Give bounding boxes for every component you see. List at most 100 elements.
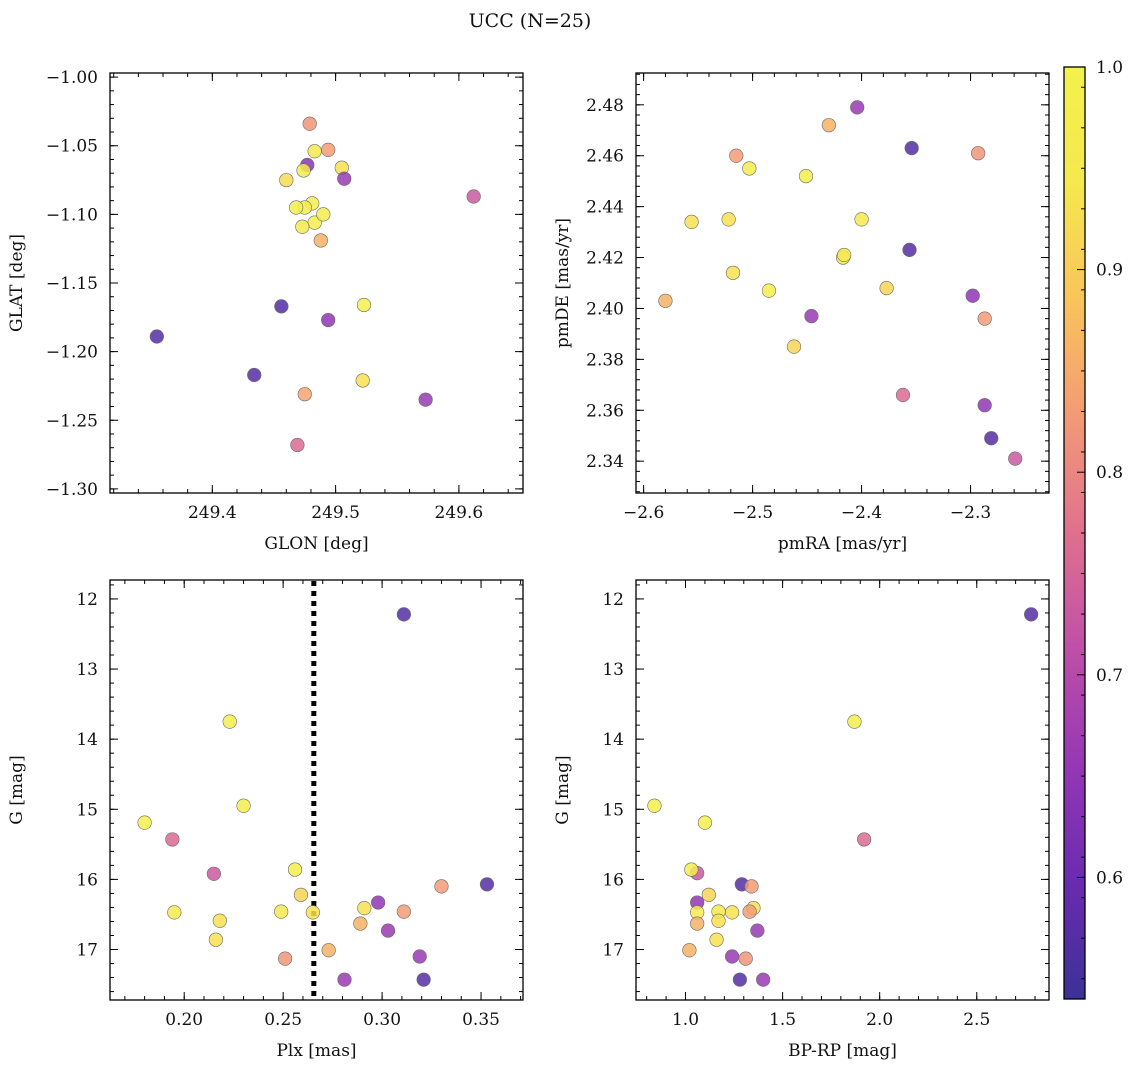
scatter-point [293,887,309,902]
scatter-point [396,904,411,919]
scatter-point [380,923,396,938]
scatter-point [206,866,221,881]
x-tick-label: −2.3 [950,503,991,523]
scatter-point [212,913,227,928]
y-tick-label: 2.38 [586,350,624,370]
y-tick-label: −1.05 [46,137,98,157]
scatter-point [658,293,673,308]
scatter-point [313,233,328,248]
scatter-point [1024,607,1039,622]
scatter-point [316,207,331,222]
x-axis-label: GLON [deg] [264,534,368,554]
y-axis-label: GLAT [deg] [7,234,27,332]
y-tick-label: 12 [602,590,624,610]
scatter-point [895,387,911,403]
x-tick-label: 0.20 [165,1010,203,1030]
scatter-point [337,171,352,186]
panel-top-left: 249.4 249.5 249.6 −1.30 −1.25 −1.20 −1.15 −1.10… [7,68,524,554]
scatter-point [837,247,852,263]
y-tick-label: 2.42 [586,249,624,269]
scatter-point [287,862,303,877]
scatter-point [744,879,759,894]
x-tick-label: −2.4 [841,503,882,523]
y-tick-label: 2.44 [586,198,624,218]
scatter-point [357,901,372,916]
scatter-point [278,951,293,966]
scatter-point [165,832,180,847]
y-tick-label: 13 [602,660,624,680]
y-tick-label: 12 [76,590,98,610]
scatter-point [418,392,433,407]
scatter-point [434,879,449,894]
colorbar-frame [1063,66,1086,1000]
scatter-point [690,916,705,931]
x-axis-label: pmRA [mas/yr] [778,534,907,554]
scatter-point [971,146,986,161]
y-tick-label: −1.10 [46,205,98,225]
colorbar-tick-label: 1.0 [1096,58,1123,78]
scatter-point [305,905,320,920]
scatter-point [709,932,724,947]
scatter-point [296,163,311,178]
y-tick-label: 2.46 [586,147,624,167]
scatter-point [857,832,872,847]
scatter-point [786,339,802,354]
scatter-point [371,895,386,910]
scatter-point [356,297,372,313]
x-tick-label: 0.30 [363,1010,401,1030]
scatter-point [321,943,336,958]
y-tick-label: 17 [76,941,98,961]
y-tick-label: 17 [602,941,624,961]
y-tick-label: 2.40 [586,299,624,319]
scatter-point [355,373,370,388]
y-tick-label: 14 [602,730,624,750]
panel-bottom-right: 1.0 1.5 2.0 2.5 12 13 14 15 16 17 BP-RP [mag] G [ma… [553,579,1050,1061]
scatter-point [274,299,289,314]
scatter-point [732,972,747,987]
panel-bottom-left: 0.20 0.25 0.30 0.35 12 13 14 15 16 17 Plx [mas] G [… [7,579,524,1061]
scatter-point [729,148,744,163]
scatter-point [647,798,662,813]
colorbar-tick-label: 0.6 [1096,868,1123,888]
scatter-point [337,972,352,987]
scatter-point [149,329,164,344]
scatter-point [742,161,757,176]
y-tick-label: 15 [76,800,98,820]
x-tick-label: 0.35 [462,1010,500,1030]
scatter-point [479,877,495,892]
scatter-point [977,398,992,413]
scatter-point [761,283,777,298]
x-tick-label: 1.0 [672,1010,699,1030]
x-tick-label: 1.5 [769,1010,796,1030]
x-tick-label: −2.5 [732,503,773,523]
scatter-point [854,212,869,227]
scatter-point [684,862,699,877]
scatter-point [307,144,322,159]
x-tick-label: 249.4 [188,503,237,523]
scatter-point [396,607,411,622]
y-axis-label: pmDE [mas/yr] [553,218,573,348]
figure-title: UCC (N=25) [469,10,592,32]
x-tick-label: 2.0 [866,1010,893,1030]
scatter-point [902,242,917,258]
scatter-point [682,943,697,958]
axes-frame [635,579,1050,1001]
x-tick-label: 249.6 [435,503,484,523]
scatter-point [222,714,237,729]
scatter-point [725,905,740,920]
scatter-point [297,387,312,402]
scatter-point [321,312,336,328]
scatter-point [984,431,999,446]
scatter-point [274,904,289,919]
scatter-point [904,140,919,156]
x-tick-label: 0.25 [264,1010,302,1030]
scatter-point [977,311,992,326]
scatter-point [412,949,427,964]
y-tick-label: 15 [602,800,624,820]
scatter-point [701,887,716,902]
scatter-point [289,200,304,215]
colorbar-tick-label: 0.9 [1096,261,1123,281]
scatter-point [742,904,757,919]
x-tick-label: −2.6 [623,503,664,523]
